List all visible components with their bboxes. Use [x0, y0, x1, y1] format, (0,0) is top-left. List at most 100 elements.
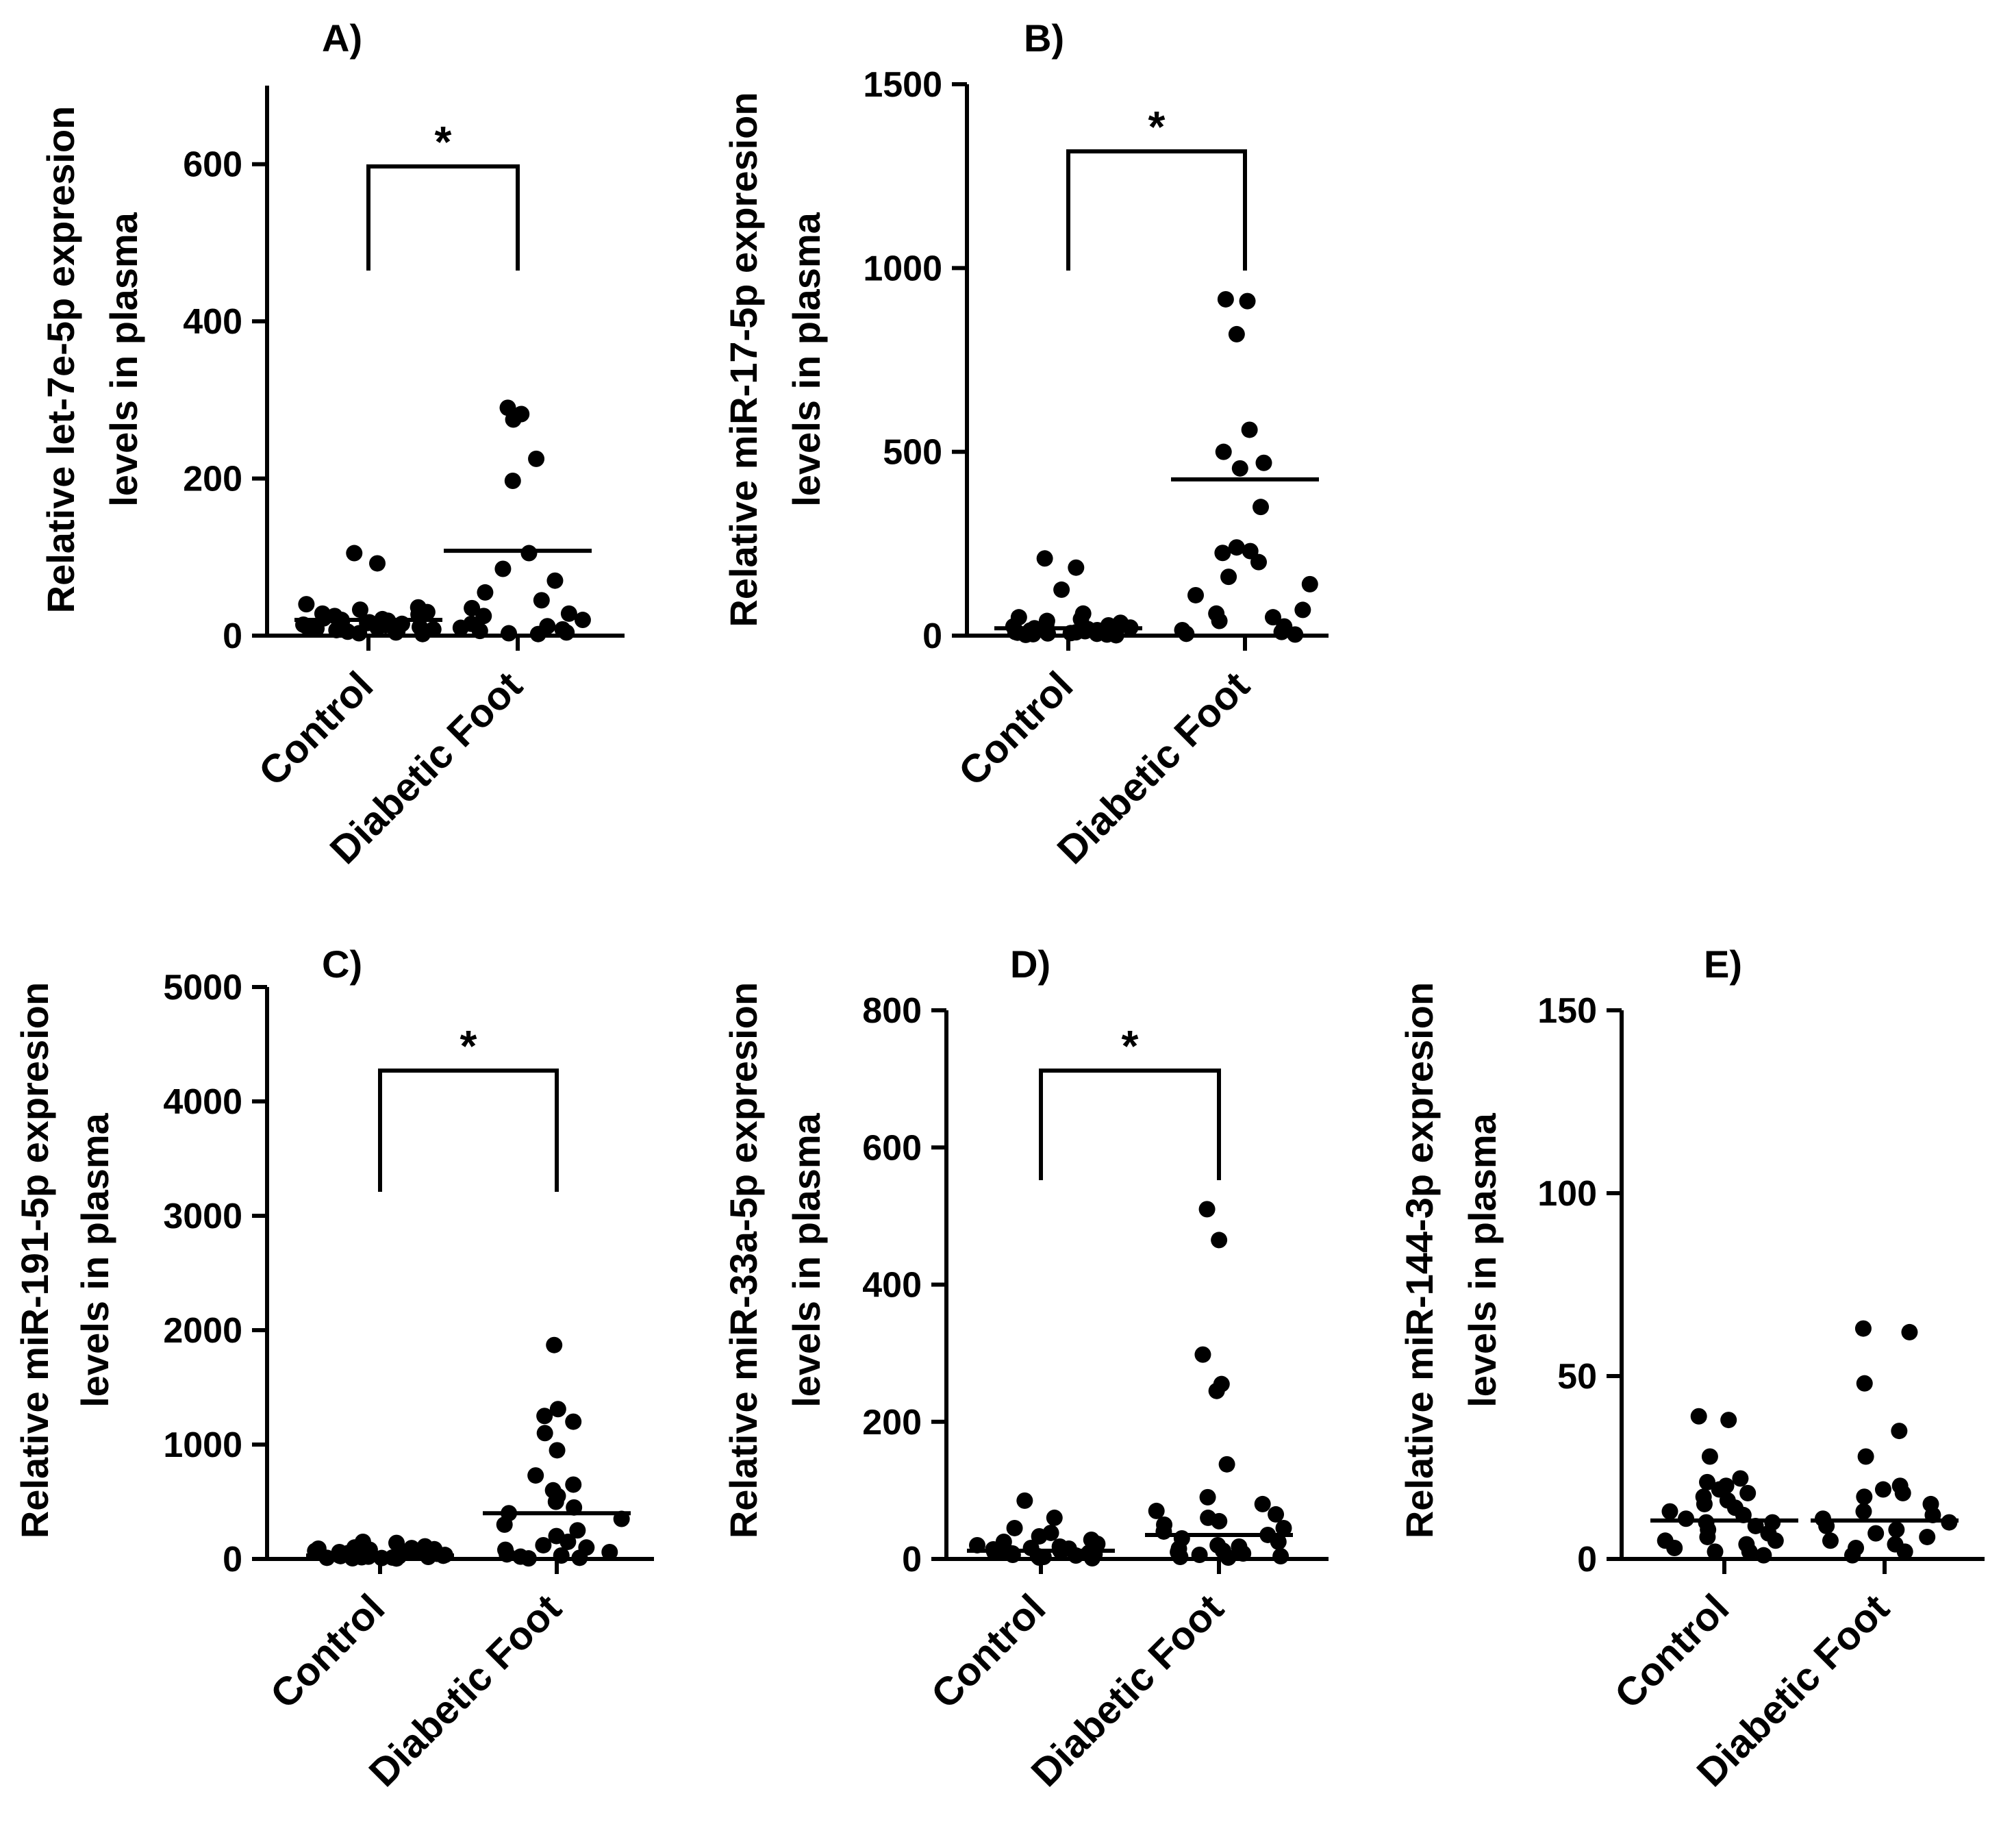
- panel-label: C): [322, 942, 362, 986]
- data-point: [1178, 625, 1195, 642]
- y-axis-label: levels in plasma: [1461, 1112, 1504, 1407]
- y-tick-label: 600: [862, 1128, 922, 1168]
- data-point: [560, 605, 577, 622]
- data-point: [1287, 626, 1304, 643]
- y-tick-label: 400: [183, 302, 242, 342]
- data-point: [1194, 1346, 1211, 1363]
- data-point: [298, 596, 315, 613]
- data-point: [1083, 1549, 1100, 1566]
- y-tick-label: 1000: [163, 1425, 242, 1465]
- y-tick-label: 600: [183, 145, 242, 185]
- data-point: [471, 623, 488, 640]
- panel-label: E): [1704, 942, 1742, 986]
- data-point: [549, 1442, 566, 1459]
- panel-b: 0 500 1000 1500 B) Relative miR-17-5p expresi…: [722, 16, 1329, 873]
- data-point: [1148, 1502, 1165, 1519]
- data-point: [1732, 1470, 1749, 1487]
- y-tick-label: 0: [922, 616, 942, 656]
- y-axis-label: Relative let-7e-5p expresion: [39, 106, 82, 614]
- data-point: [1856, 1375, 1873, 1392]
- data-point: [1273, 623, 1290, 640]
- data-point: [1220, 1549, 1237, 1566]
- data-point: [1172, 1548, 1189, 1565]
- data-point: [1701, 1448, 1718, 1465]
- data-point: [1198, 1201, 1216, 1218]
- data-point: [1068, 559, 1085, 576]
- y-axis-label: levels in plasma: [102, 212, 145, 506]
- data-point: [574, 612, 591, 629]
- data-point: [1187, 586, 1205, 603]
- data-point: [1241, 421, 1258, 438]
- data-point: [1254, 1495, 1271, 1512]
- data-point: [1901, 1323, 1918, 1340]
- x-category-label: Control: [922, 1586, 1054, 1717]
- significance-marker: *: [1148, 102, 1166, 151]
- data-point: [1755, 1547, 1772, 1564]
- x-category-label: Control: [1606, 1586, 1737, 1717]
- y-tick-label: 5000: [163, 968, 242, 1008]
- data-point: [499, 1546, 516, 1563]
- data-point: [505, 411, 522, 428]
- data-point: [536, 1425, 553, 1442]
- y-axis-label: levels in plasma: [785, 1112, 828, 1407]
- data-point: [1699, 1528, 1716, 1545]
- data-point: [1699, 1473, 1716, 1490]
- data-point: [475, 608, 492, 625]
- data-point: [1220, 569, 1237, 586]
- y-tick-label: 2000: [163, 1311, 242, 1351]
- data-point: [1017, 626, 1034, 643]
- data-point: [1294, 601, 1311, 619]
- data-point: [1107, 627, 1124, 644]
- y-axis-label: Relative miR-33a-5p expresion: [722, 982, 765, 1538]
- data-point: [1268, 1506, 1285, 1523]
- data-point: [1217, 290, 1234, 308]
- data-point: [1888, 1521, 1905, 1538]
- data-point: [1255, 454, 1272, 471]
- x-category-label: Control: [950, 663, 1081, 795]
- y-tick-label: 0: [902, 1540, 922, 1579]
- data-point: [1767, 1532, 1784, 1549]
- data-point: [1228, 539, 1245, 556]
- panel-a: 0 200 400 600 A) Relative let-7e-5p expresion…: [39, 16, 625, 873]
- data-point: [546, 572, 564, 589]
- data-point: [477, 584, 494, 601]
- data-point: [500, 625, 517, 642]
- y-tick-label: 1500: [863, 65, 942, 105]
- significance-marker: *: [460, 1021, 477, 1071]
- data-point: [1896, 1543, 1913, 1560]
- y-tick-label: 3000: [163, 1197, 242, 1236]
- data-point: [351, 601, 368, 619]
- data-point: [1264, 609, 1281, 626]
- data-point: [1218, 1456, 1235, 1473]
- y-tick-label: 4000: [163, 1082, 242, 1122]
- data-point: [1844, 1547, 1861, 1564]
- data-point: [1854, 1320, 1872, 1337]
- data-point: [1270, 1533, 1287, 1550]
- data-point: [1857, 1448, 1874, 1465]
- data-point: [414, 625, 431, 642]
- data-point: [1301, 575, 1318, 592]
- data-point: [504, 473, 521, 490]
- significance-bracket: [378, 1069, 559, 1192]
- data-point: [528, 450, 545, 467]
- data-point: [1228, 325, 1245, 342]
- data-point: [496, 1516, 513, 1533]
- data-point: [1053, 581, 1070, 598]
- data-point: [536, 1408, 553, 1425]
- data-point: [1707, 1543, 1724, 1560]
- data-point: [549, 1401, 566, 1418]
- data-point: [1855, 1503, 1872, 1520]
- x-category-label: Control: [262, 1586, 393, 1717]
- significance-bracket: [1066, 149, 1247, 271]
- data-point: [1036, 550, 1053, 567]
- data-point: [553, 1547, 570, 1564]
- data-point: [494, 560, 512, 577]
- data-point: [520, 1550, 537, 1567]
- data-point: [1272, 1547, 1289, 1564]
- data-point: [1214, 545, 1231, 562]
- data-point: [464, 599, 481, 616]
- significance-bracket: [366, 164, 520, 271]
- data-point: [546, 1336, 563, 1353]
- data-point: [344, 1549, 361, 1566]
